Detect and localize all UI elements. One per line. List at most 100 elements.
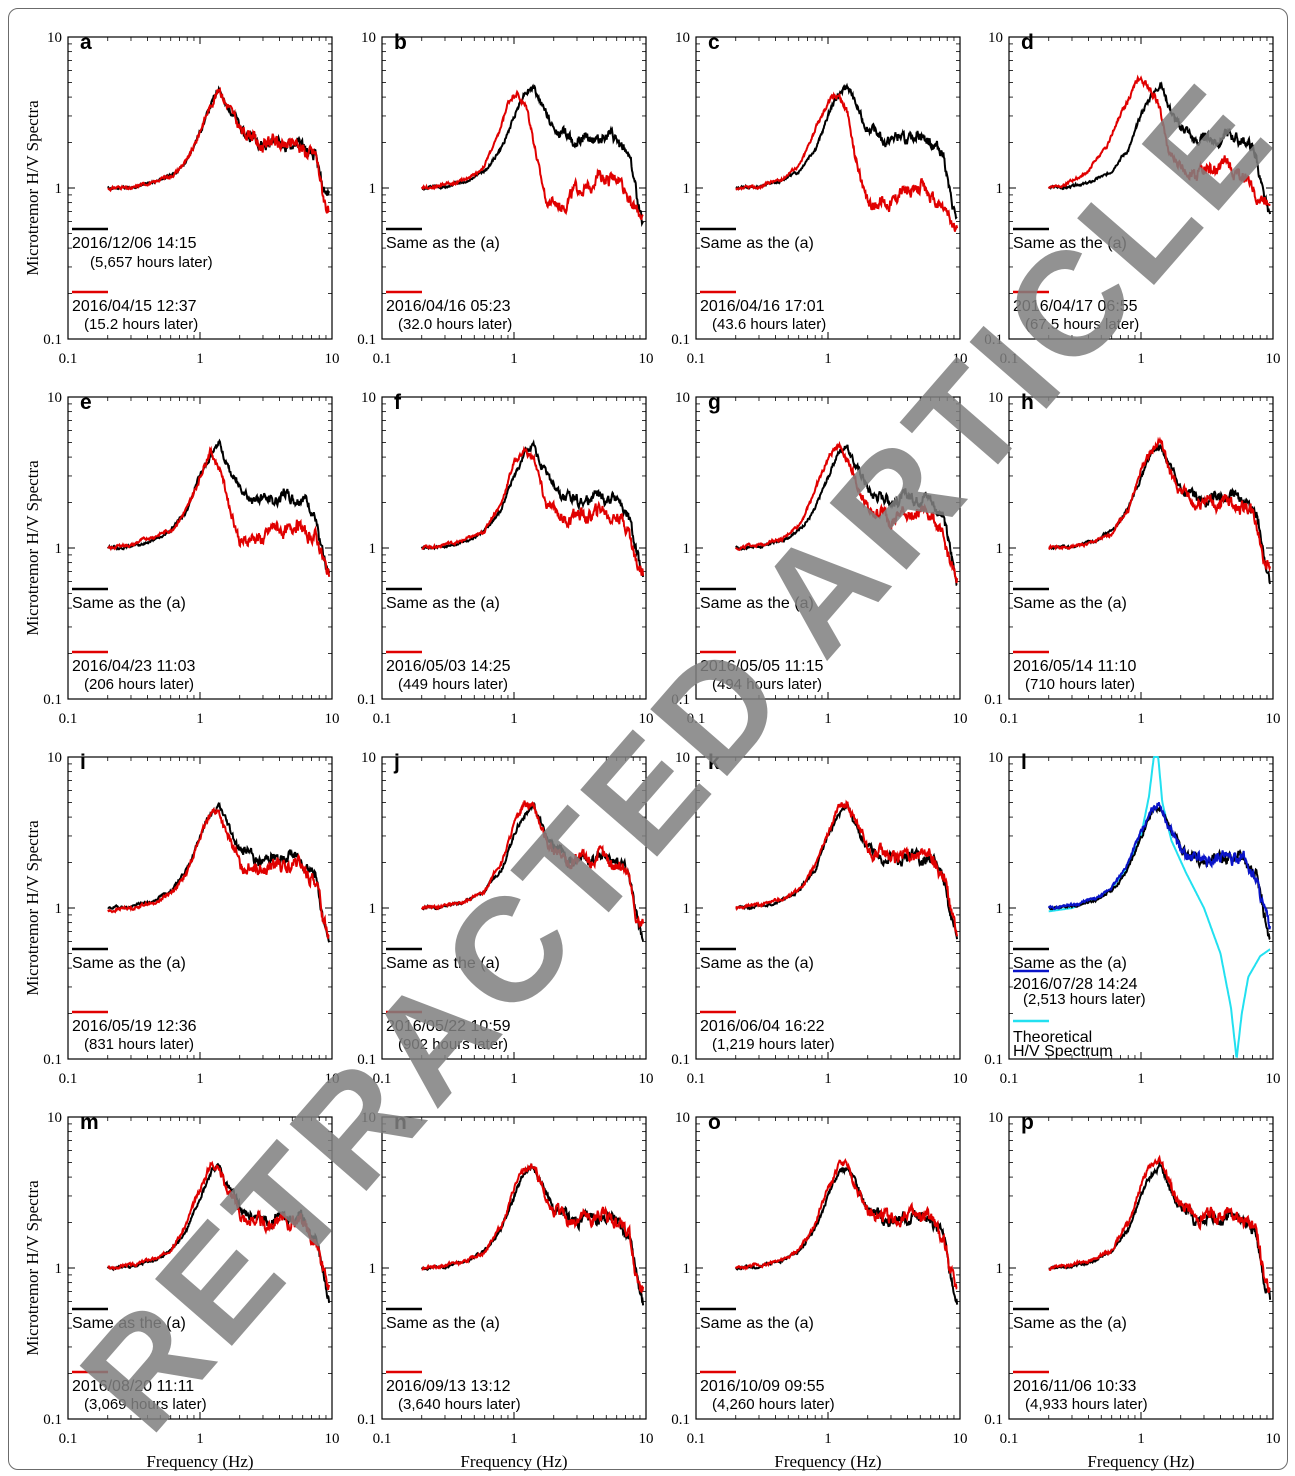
- x-tick-label: 10: [325, 1431, 340, 1447]
- panel-p: 0.1 1 10 0.1 1 10 p Same as the (a) 2016/11/06 1…: [984, 1110, 1280, 1447]
- compare-hv-curve: [1048, 1154, 1271, 1294]
- legend-sub-compare: (4,260 hours later): [712, 1396, 835, 1413]
- legend-sub-compare: (67.5 hours later): [1025, 316, 1139, 333]
- y-tick-label: 1: [683, 1261, 691, 1277]
- y-tick-label: 0.1: [357, 1412, 376, 1428]
- x-tick-label: 10: [1266, 1071, 1281, 1087]
- panel-letter: k: [708, 751, 720, 774]
- reference-hv-curve: [421, 83, 644, 228]
- figure-frame: [8, 8, 1288, 1470]
- x-tick-label: 0.1: [687, 351, 706, 367]
- x-axis-label: Frequency (Hz): [774, 1452, 881, 1471]
- x-tick-label: 1: [824, 711, 832, 727]
- y-tick-label: 10: [988, 1110, 1003, 1126]
- y-tick-label: 1: [55, 1261, 63, 1277]
- legend-sub-compare: (710 hours later): [1025, 676, 1135, 693]
- legend-sub-compare: (32.0 hours later): [398, 316, 512, 333]
- compare-hv-curve: [735, 91, 959, 232]
- x-tick-label: 1: [1137, 711, 1145, 727]
- y-tick-label: 1: [996, 541, 1004, 557]
- compare-hv-curve: [107, 86, 330, 214]
- x-tick-label: 10: [639, 711, 654, 727]
- legend-sub-compare: (902 hours later): [398, 1036, 508, 1053]
- y-tick-label: 10: [675, 390, 690, 406]
- panel-n: 0.1 1 10 0.1 1 10 n Same as the (a) 2016/09/13 1…: [357, 1110, 653, 1447]
- legend-label-theory: H/V Spectrum: [1013, 1043, 1113, 1060]
- legend-label-compare: 2016/05/03 14:25: [386, 658, 511, 675]
- x-tick-label: 10: [953, 1431, 968, 1447]
- y-tick-label: 0.1: [984, 692, 1003, 708]
- x-tick-label: 1: [510, 1071, 518, 1087]
- x-tick-label: 1: [196, 351, 204, 367]
- y-tick-label: 1: [369, 901, 377, 917]
- legend-sub-reference: (5,657 hours later): [90, 254, 213, 271]
- x-tick-label: 0.1: [373, 1431, 392, 1447]
- y-tick-label: 1: [55, 541, 63, 557]
- y-tick-label: 10: [361, 30, 376, 46]
- panel-letter: i: [80, 751, 86, 774]
- panel-letter: l: [1021, 751, 1027, 774]
- y-tick-label: 0.1: [43, 332, 62, 348]
- panel-letter: c: [708, 31, 720, 54]
- panel-e: 0.1 1 10 0.1 1 10 e Same as the (a) 2016/04/23 1…: [43, 390, 339, 727]
- legend-sub-compare: (3,069 hours later): [84, 1396, 207, 1413]
- panel-l: 0.1 1 10 0.1 1 10 l Same as the (a) 2016/07/28 1…: [984, 750, 1280, 1087]
- compare-hv-curve: [107, 1160, 331, 1291]
- reference-hv-curve: [1048, 1160, 1272, 1300]
- x-tick-label: 10: [953, 1071, 968, 1087]
- y-tick-label: 10: [675, 750, 690, 766]
- panel-letter: m: [80, 1111, 99, 1134]
- legend-label-reference: Same as the (a): [700, 235, 814, 252]
- y-tick-label: 0.1: [671, 332, 690, 348]
- legend-label-reference: Same as the (a): [1013, 235, 1127, 252]
- retracted-watermark: RETRACTED ARTICLE: [50, 50, 1295, 1461]
- y-tick-label: 10: [47, 1110, 62, 1126]
- x-tick-label: 10: [639, 351, 654, 367]
- panel-letter: g: [708, 391, 721, 414]
- y-tick-label: 1: [369, 181, 377, 197]
- panel-m: 0.1 1 10 0.1 1 10 m Same as the (a) 2016/08/20 1…: [43, 1110, 339, 1447]
- x-tick-label: 1: [196, 711, 204, 727]
- x-tick-label: 1: [1137, 1071, 1145, 1087]
- x-tick-label: 10: [325, 1071, 340, 1087]
- y-tick-label: 0.1: [43, 1052, 62, 1068]
- y-tick-label: 10: [988, 30, 1003, 46]
- legend-sub-compare: (494 hours later): [712, 676, 822, 693]
- panel-i: 0.1 1 10 0.1 1 10 i Same as the (a) 2016/05/19 1…: [43, 750, 339, 1087]
- legend-label-compare: 2016/04/23 11:03: [72, 658, 195, 675]
- y-axis-label: Microtremor H/V Spectra: [23, 460, 42, 636]
- compare-hv-curve: [420, 800, 645, 929]
- x-tick-label: 0.1: [373, 351, 392, 367]
- legend-label-reference: 2016/12/06 14:15: [72, 235, 197, 252]
- y-tick-label: 10: [675, 1110, 690, 1126]
- reference-hv-curve: [107, 801, 331, 943]
- panel-letter: d: [1021, 31, 1034, 54]
- legend-label-compare: 2016/08/20 11:11: [72, 1378, 194, 1395]
- x-tick-label: 0.1: [1000, 1071, 1019, 1087]
- panel-o: 0.1 1 10 0.1 1 10 o Same as the (a) 2016/10/09 0…: [671, 1110, 967, 1447]
- y-tick-label: 1: [55, 181, 63, 197]
- y-tick-label: 0.1: [671, 692, 690, 708]
- reference-hv-curve: [735, 801, 959, 940]
- compare-hv-curve: [1047, 802, 1272, 930]
- x-tick-label: 0.1: [59, 351, 78, 367]
- y-tick-label: 0.1: [357, 1052, 376, 1068]
- legend-label-reference: Same as the (a): [1013, 955, 1127, 972]
- panel-c: 0.1 1 10 0.1 1 10 c Same as the (a) 2016/04/16 1…: [671, 30, 967, 367]
- legend-sub-compare: (15.2 hours later): [84, 316, 198, 333]
- x-tick-label: 10: [953, 711, 968, 727]
- y-tick-label: 0.1: [357, 332, 376, 348]
- x-tick-label: 1: [1137, 1431, 1145, 1447]
- x-tick-label: 10: [325, 351, 340, 367]
- legend-label-compare: 2016/11/06 10:33: [1013, 1378, 1136, 1395]
- y-tick-label: 1: [369, 541, 377, 557]
- compare-hv-curve: [420, 89, 644, 221]
- x-tick-label: 0.1: [1000, 351, 1019, 367]
- legend-label-compare: 2016/05/19 12:36: [72, 1018, 197, 1035]
- legend-label-theory: Theoretical: [1013, 1029, 1092, 1046]
- legend-sub-compare: (43.6 hours later): [712, 316, 826, 333]
- y-tick-label: 10: [47, 30, 62, 46]
- reference-hv-curve: [1048, 81, 1272, 215]
- panel-j: 0.1 1 10 0.1 1 10 j Same as the (a) 2016/05/22 1…: [357, 750, 653, 1087]
- legend-label-compare: 2016/06/04 16:22: [700, 1018, 825, 1035]
